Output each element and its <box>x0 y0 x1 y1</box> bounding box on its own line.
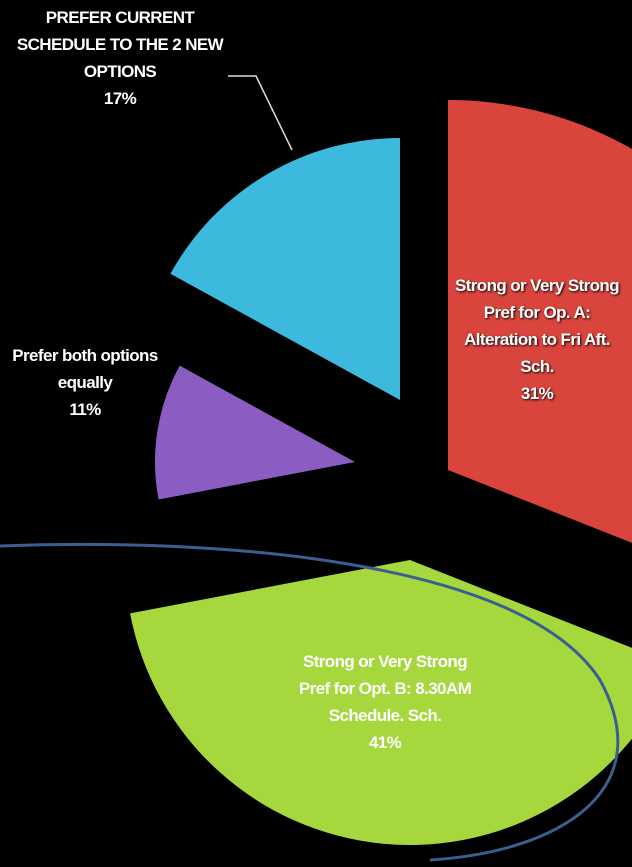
annotation-loop <box>0 542 620 862</box>
slice-value: 17% <box>103 89 137 108</box>
slice-label: Prefer both options equally 11% <box>0 342 170 423</box>
slice-value: 31% <box>520 384 554 403</box>
pie-slice <box>155 365 355 500</box>
slice-name: Strong or Very Strong Pref for Opt. B: 8… <box>298 652 472 725</box>
slice-name: Strong or Very Strong Pref for Op. A: Al… <box>454 276 620 376</box>
slice-label: Strong or Very Strong Pref for Op. A: Al… <box>447 272 627 407</box>
slice-value: 11% <box>69 400 101 419</box>
slices <box>130 100 632 845</box>
pie-slice <box>170 138 400 400</box>
leader-line <box>228 75 293 151</box>
slice-label: Strong or Very Strong Pref for Opt. B: 8… <box>290 648 480 756</box>
slice-label: PREFER CURRENT SCHEDULE TO THE 2 NEW OPT… <box>10 4 230 112</box>
slice-name: PREFER CURRENT SCHEDULE TO THE 2 NEW OPT… <box>16 8 224 81</box>
pie-slice <box>448 100 632 543</box>
slice-value: 41% <box>368 733 402 752</box>
pie-slice <box>130 560 632 845</box>
slice-name: Prefer both options equally <box>12 346 158 392</box>
